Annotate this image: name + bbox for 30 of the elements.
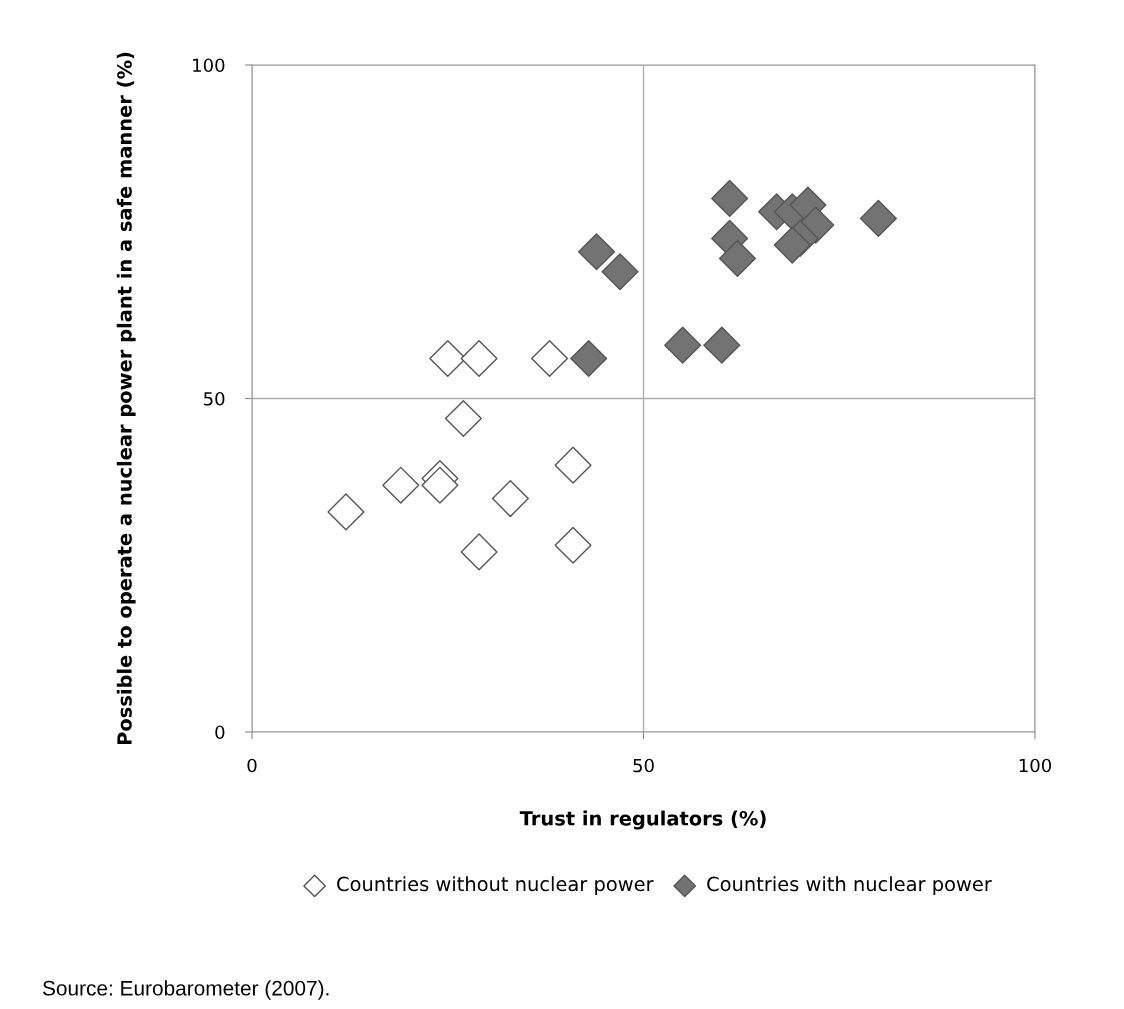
point — [859, 199, 897, 237]
point — [327, 493, 365, 531]
point — [554, 446, 592, 484]
y-tick-label: 50 — [204, 391, 225, 406]
point — [491, 480, 529, 518]
legend-label: Countries without nuclear power — [337, 876, 654, 896]
point — [703, 326, 741, 364]
point — [382, 466, 420, 504]
point — [570, 339, 608, 378]
point — [460, 533, 498, 571]
point — [773, 226, 811, 264]
point — [531, 339, 569, 378]
x-axis-title: Trust in regulators (%) — [519, 810, 766, 830]
point — [711, 179, 749, 217]
y-tick-label: 100 — [193, 58, 225, 73]
x-tick-label: 100 — [1019, 758, 1052, 773]
x-tick-label: 0 — [247, 758, 257, 773]
point — [421, 466, 459, 504]
point — [718, 239, 756, 277]
legend-label: Countries with nuclear power — [707, 876, 992, 896]
point — [577, 233, 616, 271]
point — [444, 399, 482, 438]
x-tick-label: 50 — [633, 758, 654, 773]
point — [664, 326, 702, 364]
point — [601, 253, 639, 291]
y-axis-title: Possible to operate a nuclear power plant in a safe manner (%) — [116, 52, 136, 745]
y-tick-label: 0 — [215, 725, 225, 740]
point — [554, 526, 592, 564]
source-note: Source: Eurobarometer (2007). — [42, 980, 329, 1000]
point — [460, 339, 498, 378]
